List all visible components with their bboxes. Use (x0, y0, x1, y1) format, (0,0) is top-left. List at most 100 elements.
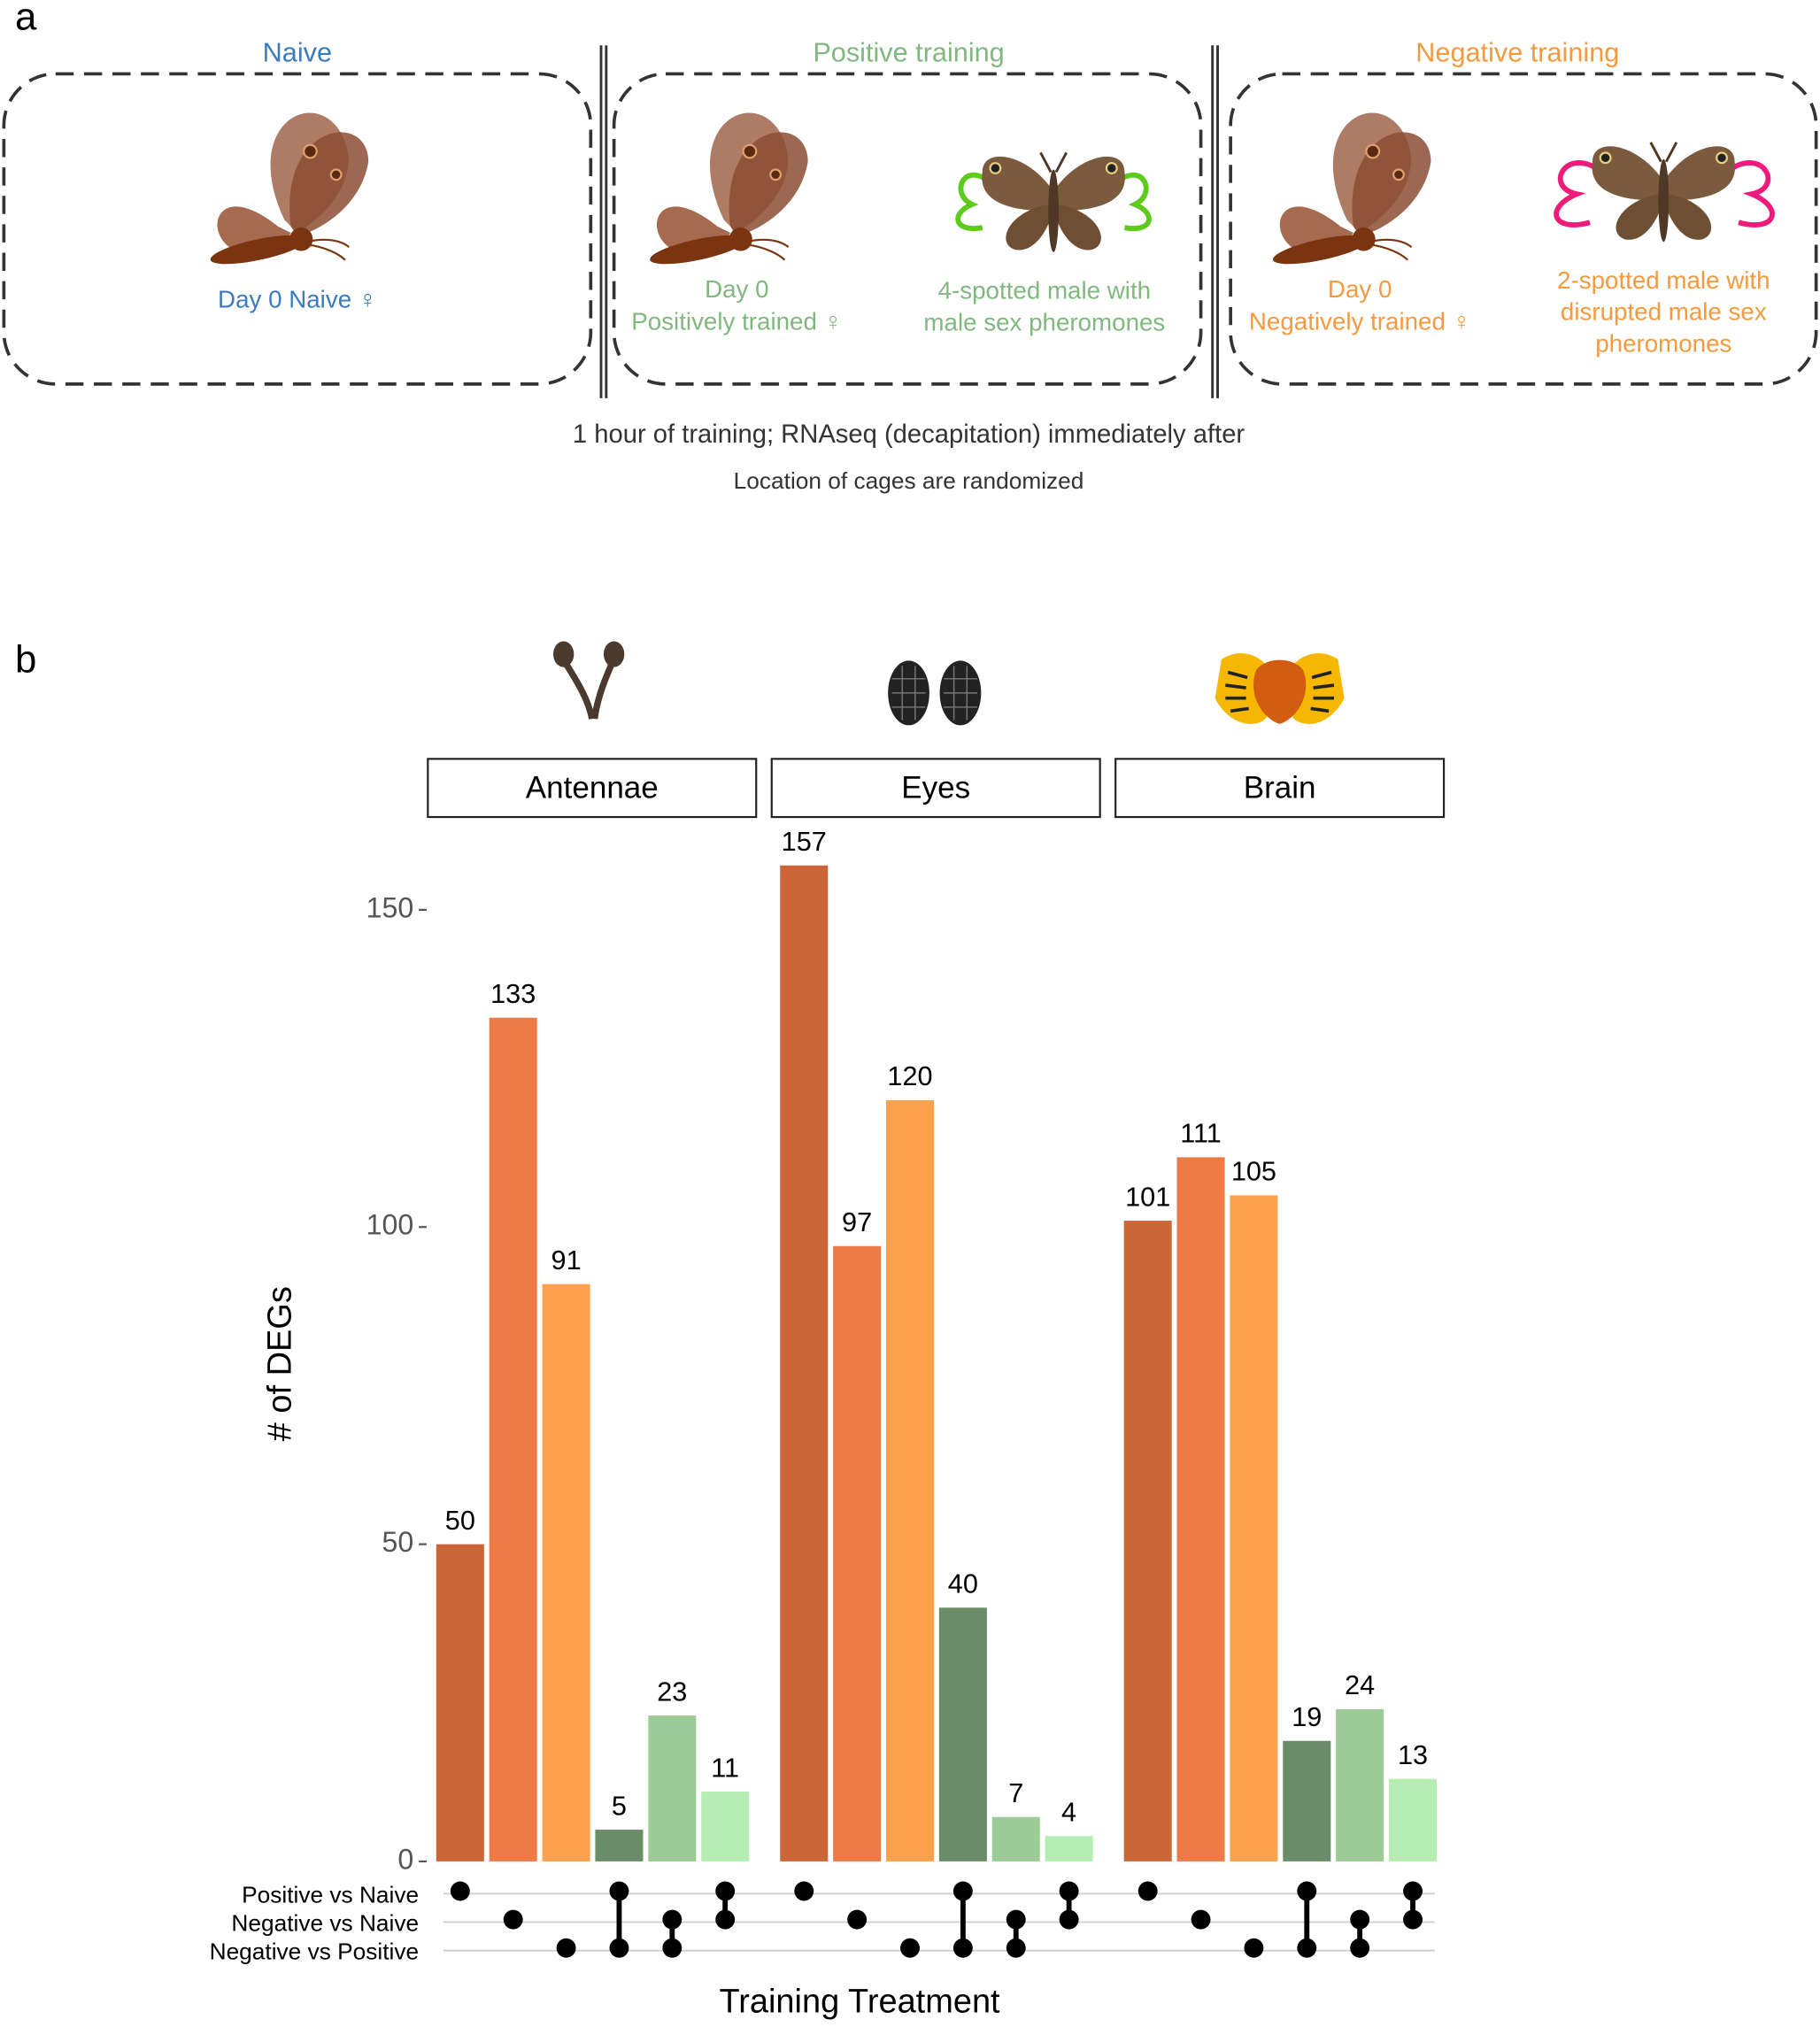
combo-dot (1244, 1938, 1264, 1958)
bar (938, 1607, 987, 1861)
female-caption: Positively trained ♀ (631, 308, 842, 335)
value-label: 5 (612, 1791, 627, 1821)
value-label: 111 (1180, 1119, 1222, 1149)
combo-dot (1059, 1909, 1079, 1930)
value-label: 157 (782, 827, 827, 857)
bar (780, 865, 829, 1861)
value-label: 40 (948, 1569, 978, 1599)
y-tick-label: 100 (366, 1209, 414, 1241)
y-tick-label: 150 (366, 891, 414, 923)
female-butterfly (1269, 112, 1432, 272)
value-label: 19 (1292, 1702, 1322, 1732)
bar (436, 1544, 484, 1861)
antennae-icon (552, 641, 625, 720)
male-caption: 4-spotted male with (938, 277, 1151, 304)
combo-dot (1191, 1909, 1211, 1930)
set-label: Positive vs Naive (242, 1881, 419, 1908)
eyes-icon (888, 660, 982, 726)
bar (833, 1245, 882, 1861)
combo-dot (1403, 1909, 1423, 1930)
y-axis-label: # of DEGs (261, 1286, 298, 1441)
facet-label: Antennae (526, 771, 659, 805)
bar (542, 1283, 590, 1861)
value-label: 24 (1345, 1670, 1375, 1700)
facet-label: Eyes (901, 771, 970, 805)
value-label: 105 (1231, 1157, 1276, 1187)
group-title: Naive (263, 38, 332, 68)
set-label: Negative vs Positive (210, 1938, 420, 1965)
female-caption: Day 0 (1328, 275, 1392, 303)
combo-dot (715, 1881, 736, 1901)
bar (648, 1715, 697, 1861)
combo-dot (952, 1938, 973, 1958)
combo-dot (715, 1909, 736, 1930)
facet-strip (1114, 758, 1446, 819)
combo-dot (952, 1881, 973, 1901)
y-tick-label: 0 (397, 1843, 413, 1875)
female-butterfly (207, 112, 370, 272)
bar (1176, 1157, 1225, 1861)
combo-dot (1350, 1938, 1370, 1958)
facet-label: Brain (1244, 771, 1316, 805)
female-butterfly (646, 112, 809, 272)
cage (2, 72, 593, 386)
facet-strip (427, 758, 758, 819)
combo-dot (1006, 1909, 1026, 1930)
y-tick-label: 50 (382, 1526, 414, 1558)
cage (612, 72, 1203, 386)
facet-strip (770, 758, 1101, 819)
combo-dot (1350, 1909, 1370, 1930)
bar (1123, 1221, 1172, 1861)
value-label: 7 (1008, 1778, 1023, 1808)
bar (991, 1816, 1040, 1861)
group-title: Negative training (1415, 38, 1619, 68)
combo-dot (1403, 1881, 1423, 1901)
combo-dot (503, 1909, 523, 1930)
value-label: 101 (1125, 1182, 1170, 1212)
group-title: Positive training (813, 38, 1004, 68)
value-label: 23 (657, 1676, 687, 1707)
male-caption: male sex pheromones (923, 308, 1165, 335)
bar (1389, 1778, 1438, 1861)
female-caption: Day 0 Naive ♀ (218, 286, 377, 313)
combo-dot (1138, 1881, 1158, 1901)
male-butterfly-negative (1554, 141, 1775, 243)
note: 1 hour of training; RNAseq (decapitation… (573, 420, 1245, 449)
value-label: 50 (445, 1506, 475, 1536)
panel-label: b (15, 637, 36, 681)
combo-dot (900, 1938, 920, 1958)
bar (885, 1099, 935, 1861)
bar (1336, 1708, 1384, 1861)
combo-dot (1297, 1938, 1317, 1958)
combo-dot (794, 1881, 814, 1901)
bar (595, 1830, 644, 1861)
male-butterfly-positive (955, 151, 1152, 254)
bar (1283, 1740, 1331, 1861)
female-caption: Negatively trained ♀ (1249, 308, 1471, 335)
male-caption: pheromones (1595, 329, 1731, 357)
bar (1230, 1195, 1278, 1861)
combo-dot (1006, 1938, 1026, 1958)
combo-dot (662, 1938, 682, 1958)
set-label: Negative vs Naive (231, 1909, 419, 1936)
combo-dot (662, 1909, 682, 1930)
note: Location of cages are randomized (734, 467, 1084, 494)
male-caption: 2-spotted male with (1557, 266, 1770, 294)
combo-dot (1297, 1881, 1317, 1901)
combo-dot (556, 1938, 576, 1958)
combo-dot (1059, 1881, 1079, 1901)
value-label: 4 (1061, 1798, 1076, 1828)
combo-dot (609, 1938, 629, 1958)
value-label: 91 (551, 1245, 582, 1276)
bar (701, 1792, 750, 1861)
value-label: 133 (490, 979, 536, 1009)
combo-dot (847, 1909, 868, 1930)
panel-label: a (15, 0, 37, 39)
combo-dot (609, 1881, 629, 1901)
value-label: 13 (1398, 1740, 1428, 1770)
brain-icon (1215, 653, 1345, 724)
female-caption: Day 0 (705, 275, 768, 303)
bar (489, 1017, 537, 1861)
